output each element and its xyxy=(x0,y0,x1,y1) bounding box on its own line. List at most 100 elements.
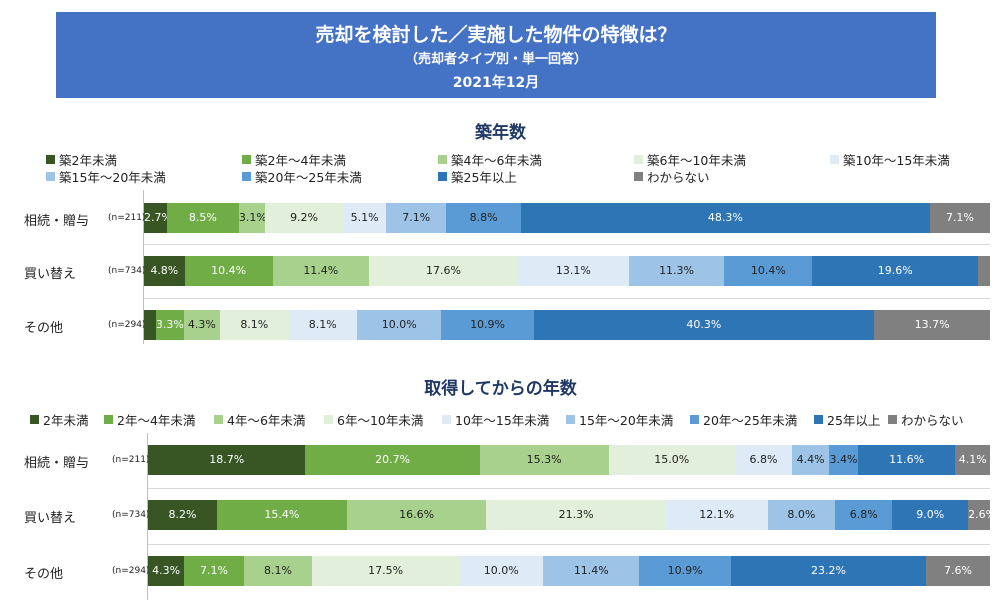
bar-segment xyxy=(166,203,239,233)
bar-segment xyxy=(265,203,343,233)
data-label: 20.7% xyxy=(375,453,411,466)
data-label: 18.7% xyxy=(209,453,245,466)
legend-swatch xyxy=(438,155,447,164)
row-separator xyxy=(148,488,990,489)
legend-item: 築10年～15年未満 xyxy=(830,150,950,169)
data-label: 11.3% xyxy=(659,264,695,277)
bar-segment xyxy=(446,203,521,233)
bar-segment xyxy=(829,445,858,475)
legend-swatch xyxy=(814,415,823,424)
data-label: 15.3% xyxy=(526,453,562,466)
page-subtitle: （売却者タイプ別・単一回答） xyxy=(404,52,587,67)
legend-swatch xyxy=(634,172,643,181)
legend-item: 築4年～6年未満 xyxy=(438,150,542,169)
legend-item: 4年～6年未満 xyxy=(214,410,305,429)
category-label: その他 xyxy=(24,567,64,582)
data-label: 7.1% xyxy=(200,564,228,577)
data-label: 19.6% xyxy=(877,264,913,277)
bar-segment xyxy=(144,203,167,233)
legend-item: 2年未満 xyxy=(30,410,88,429)
data-label: 10.4% xyxy=(211,264,247,277)
legend-label: 10年～15年未満 xyxy=(455,413,550,428)
data-label: 7.1% xyxy=(402,211,431,224)
data-label: 17.5% xyxy=(368,564,404,577)
legend-label: 6年～10年未満 xyxy=(337,413,424,428)
chart-title: 築年数 xyxy=(475,123,526,143)
bar-segment xyxy=(857,445,956,475)
bar-segment xyxy=(486,500,666,530)
legend-swatch xyxy=(30,415,39,424)
bar-segment xyxy=(148,445,306,475)
data-label: 2.7% xyxy=(144,211,172,224)
bar-segment xyxy=(926,556,990,586)
data-label: 8.1% xyxy=(240,318,269,331)
bar-segment xyxy=(792,445,830,475)
data-label: 8.0% xyxy=(787,508,816,521)
data-label: 7.6% xyxy=(944,564,972,577)
bar-segment xyxy=(144,310,156,340)
bar-segment xyxy=(533,310,875,340)
sample-size-label: (n=294) xyxy=(112,566,150,576)
bar-segment xyxy=(517,256,629,286)
data-label: 10.4% xyxy=(750,264,786,277)
legend-swatch xyxy=(242,155,251,164)
data-label: 7.1% xyxy=(945,211,974,224)
bar-segment xyxy=(812,256,979,286)
legend-swatch xyxy=(438,172,447,181)
category-label: その他 xyxy=(24,321,64,336)
legend-label: 15年～20年未満 xyxy=(579,413,674,428)
sample-size-label: (n=211) xyxy=(112,455,150,465)
data-label: 40.3% xyxy=(686,318,722,331)
data-label: 6.8% xyxy=(849,508,878,521)
legend-item: 10年～15年未満 xyxy=(442,410,549,429)
legend-label: 築10年～15年未満 xyxy=(843,153,950,168)
bar-segment xyxy=(183,310,221,340)
legend-swatch xyxy=(104,415,113,424)
legend-swatch xyxy=(690,415,699,424)
bar-segment xyxy=(184,556,244,586)
page-title: 売却を検討した／実施した物件の特徴は？ xyxy=(315,24,677,46)
category-label: 相続・贈与 xyxy=(24,214,90,229)
legend-swatch xyxy=(888,415,897,424)
legend-swatch xyxy=(214,415,223,424)
sample-size-label: (n=734) xyxy=(112,510,150,520)
data-label: 11.4% xyxy=(303,264,339,277)
legend-label: 2年～4年未満 xyxy=(117,413,196,428)
bar-segment xyxy=(238,203,266,233)
data-label: 15.0% xyxy=(654,453,690,466)
bar-segment xyxy=(639,556,731,586)
category-label: 買い替え xyxy=(24,511,77,526)
bar-segment xyxy=(343,203,387,233)
legend-item: 20年～25年未満 xyxy=(690,410,797,429)
legend-label: わからない xyxy=(901,413,964,428)
legend-label: 築2年～4年未満 xyxy=(255,153,346,168)
bar-segment xyxy=(968,500,990,530)
data-label: 10.0% xyxy=(381,318,417,331)
legend-swatch xyxy=(566,415,575,424)
bar-segment xyxy=(312,556,460,586)
bar-segment xyxy=(148,500,218,530)
row-separator xyxy=(148,544,990,545)
bar-segment xyxy=(955,445,990,475)
bar-segment xyxy=(767,500,836,530)
bar-segment xyxy=(272,256,370,286)
bar-segment xyxy=(155,310,184,340)
data-label: 11.4% xyxy=(573,564,609,577)
bar-segment xyxy=(148,556,185,586)
data-label: 48.3% xyxy=(707,211,743,224)
data-label: 6.8% xyxy=(749,453,778,466)
legend-item: 築2年～4年未満 xyxy=(242,150,346,169)
data-label: 13.7% xyxy=(914,318,950,331)
bar-segment xyxy=(288,310,357,340)
data-label: 10.9% xyxy=(470,318,506,331)
bar-segment xyxy=(144,256,185,286)
bar-segment xyxy=(459,556,544,586)
bar-segment xyxy=(608,445,735,475)
bar-segment xyxy=(386,203,447,233)
legend-swatch xyxy=(830,155,839,164)
data-label: 3.3% xyxy=(155,318,184,331)
bar-segment xyxy=(356,310,442,340)
data-label: 4.1% xyxy=(958,453,987,466)
legend-swatch xyxy=(242,172,251,181)
legend-swatch xyxy=(324,415,333,424)
